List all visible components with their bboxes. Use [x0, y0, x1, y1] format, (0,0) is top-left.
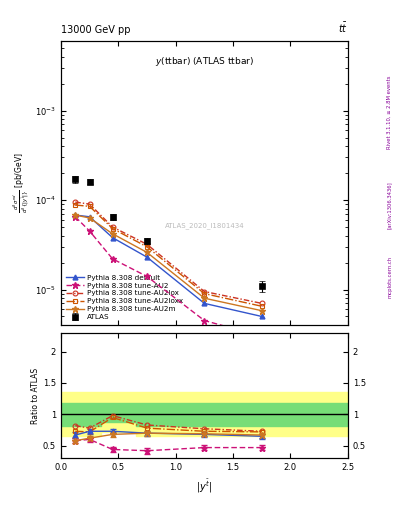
Text: $t\bar{t}$: $t\bar{t}$ [338, 21, 348, 35]
Text: $y$(ttbar) (ATLAS ttbar): $y$(ttbar) (ATLAS ttbar) [155, 55, 254, 68]
Pythia 8.308 default [259, 313, 264, 319]
Pythia 8.308 tune-AU2m [73, 212, 78, 218]
Pythia 8.308 tune-AU2m [110, 231, 115, 237]
Pythia 8.308 tune-AU2 [259, 333, 264, 339]
Pythia 8.308 tune-AU2lox [202, 288, 207, 294]
Text: mcplots.cern.ch: mcplots.cern.ch [387, 255, 392, 297]
Pythia 8.308 tune-AU2m [145, 249, 149, 255]
Pythia 8.308 default [87, 214, 92, 220]
Pythia 8.308 tune-AU2 [87, 228, 92, 234]
Pythia 8.308 tune-AU2lox [87, 201, 92, 207]
Line: Pythia 8.308 tune-AU2loxx: Pythia 8.308 tune-AU2loxx [73, 203, 264, 309]
Pythia 8.308 default [73, 212, 78, 218]
Pythia 8.308 tune-AU2m [202, 295, 207, 301]
Line: Pythia 8.308 tune-AU2: Pythia 8.308 tune-AU2 [72, 214, 265, 340]
Line: Pythia 8.308 default: Pythia 8.308 default [73, 212, 264, 319]
X-axis label: $|y^{\bar{t}}|$: $|y^{\bar{t}}|$ [196, 478, 213, 495]
Pythia 8.308 tune-AU2loxx [202, 290, 207, 296]
Pythia 8.308 tune-AU2lox [259, 301, 264, 307]
Pythia 8.308 tune-AU2loxx [87, 203, 92, 209]
Pythia 8.308 tune-AU2loxx [73, 202, 78, 208]
Pythia 8.308 default [110, 234, 115, 241]
Text: Rivet 3.1.10, ≥ 2.8M events: Rivet 3.1.10, ≥ 2.8M events [387, 76, 392, 150]
Text: 13000 GeV pp: 13000 GeV pp [61, 25, 130, 35]
Text: [arXiv:1306.3436]: [arXiv:1306.3436] [387, 181, 392, 229]
Pythia 8.308 tune-AU2 [202, 317, 207, 324]
Y-axis label: $\frac{d^2\sigma^{nd}}{d^2\{|y^{\bar{t}}|\}}$ [pb/GeV]: $\frac{d^2\sigma^{nd}}{d^2\{|y^{\bar{t}}… [12, 153, 32, 214]
Pythia 8.308 tune-AU2 [110, 256, 115, 262]
Pythia 8.308 tune-AU2 [73, 214, 78, 220]
Pythia 8.308 tune-AU2loxx [145, 244, 149, 250]
Pythia 8.308 tune-AU2lox [145, 241, 149, 247]
Pythia 8.308 tune-AU2loxx [259, 303, 264, 309]
Pythia 8.308 tune-AU2m [87, 215, 92, 221]
Pythia 8.308 tune-AU2 [145, 273, 149, 280]
Pythia 8.308 tune-AU2m [259, 308, 264, 314]
Pythia 8.308 default [145, 254, 149, 260]
Line: Pythia 8.308 tune-AU2lox: Pythia 8.308 tune-AU2lox [73, 200, 264, 306]
Pythia 8.308 tune-AU2lox [73, 199, 78, 205]
Pythia 8.308 default [202, 301, 207, 307]
Legend: Pythia 8.308 default, Pythia 8.308 tune-AU2, Pythia 8.308 tune-AU2lox, Pythia 8.: Pythia 8.308 default, Pythia 8.308 tune-… [64, 273, 184, 322]
Line: Pythia 8.308 tune-AU2m: Pythia 8.308 tune-AU2m [72, 211, 265, 314]
Y-axis label: Ratio to ATLAS: Ratio to ATLAS [31, 368, 40, 423]
Text: ATLAS_2020_I1801434: ATLAS_2020_I1801434 [165, 222, 244, 229]
Pythia 8.308 tune-AU2loxx [110, 225, 115, 231]
Pythia 8.308 tune-AU2lox [110, 224, 115, 230]
